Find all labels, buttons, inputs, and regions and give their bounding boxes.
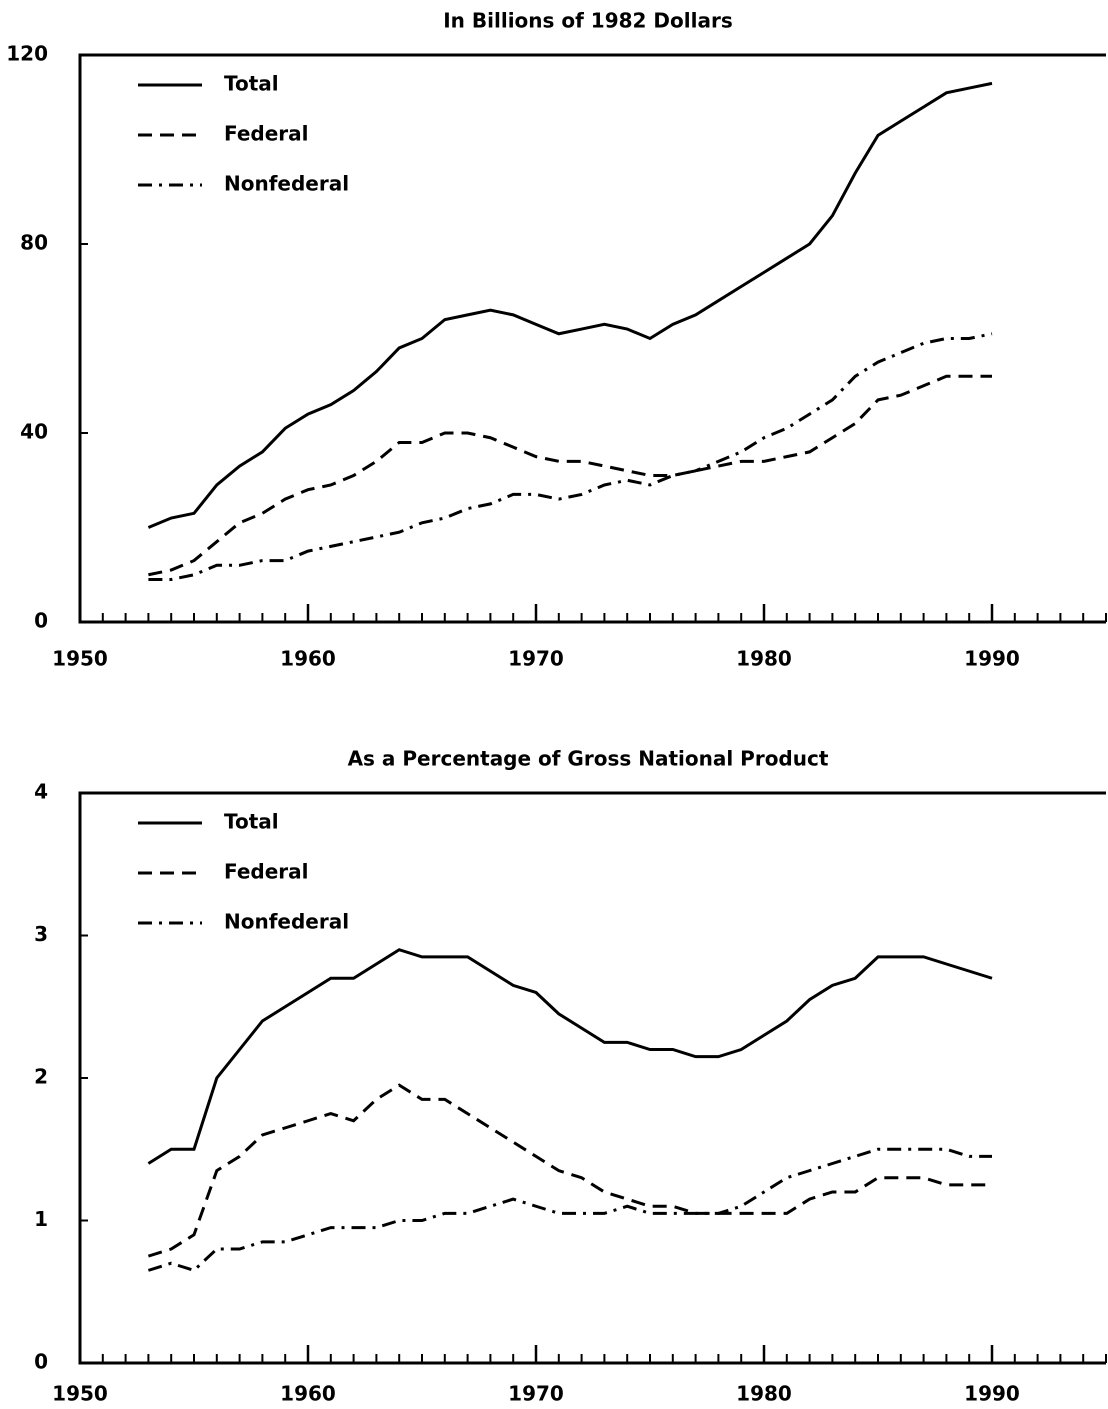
y-tick-label: 80 xyxy=(20,231,48,255)
legend-label: Total xyxy=(224,810,279,834)
y-tick-label: 1 xyxy=(34,1207,48,1231)
y-tick-label: 40 xyxy=(20,420,48,444)
legend-label: Nonfederal xyxy=(224,910,349,934)
y-tick-label: 2 xyxy=(34,1065,48,1089)
plot-frame xyxy=(78,53,1106,624)
series-line xyxy=(147,948,993,1165)
x-tick-label: 1970 xyxy=(508,1382,564,1406)
series-line xyxy=(148,332,993,581)
legend-label: Nonfederal xyxy=(224,172,349,196)
x-tick-label: 1950 xyxy=(52,647,108,671)
x-tick-label: 1960 xyxy=(280,647,336,671)
x-tick-label: 1950 xyxy=(52,1382,108,1406)
legend-label: Federal xyxy=(224,860,309,884)
legend-label: Federal xyxy=(224,122,309,146)
series-line xyxy=(147,81,993,529)
x-tick-label: 1990 xyxy=(964,1382,1020,1406)
x-tick-label: 1980 xyxy=(736,1382,792,1406)
series-line xyxy=(148,374,992,577)
series-line xyxy=(147,1083,992,1258)
chart-title: In Billions of 1982 Dollars xyxy=(443,9,733,33)
y-tick-label: 120 xyxy=(6,42,48,66)
legend-label: Total xyxy=(224,72,279,96)
y-tick-label: 0 xyxy=(34,609,48,633)
chart-title: As a Percentage of Gross National Produc… xyxy=(348,747,829,771)
x-tick-label: 1990 xyxy=(964,647,1020,671)
x-tick-label: 1980 xyxy=(736,647,792,671)
series-line xyxy=(147,1147,992,1273)
y-tick-label: 3 xyxy=(34,922,48,946)
x-tick-label: 1970 xyxy=(508,647,564,671)
y-tick-label: 0 xyxy=(34,1350,48,1374)
x-tick-label: 1960 xyxy=(280,1382,336,1406)
y-tick-label: 4 xyxy=(34,780,48,804)
